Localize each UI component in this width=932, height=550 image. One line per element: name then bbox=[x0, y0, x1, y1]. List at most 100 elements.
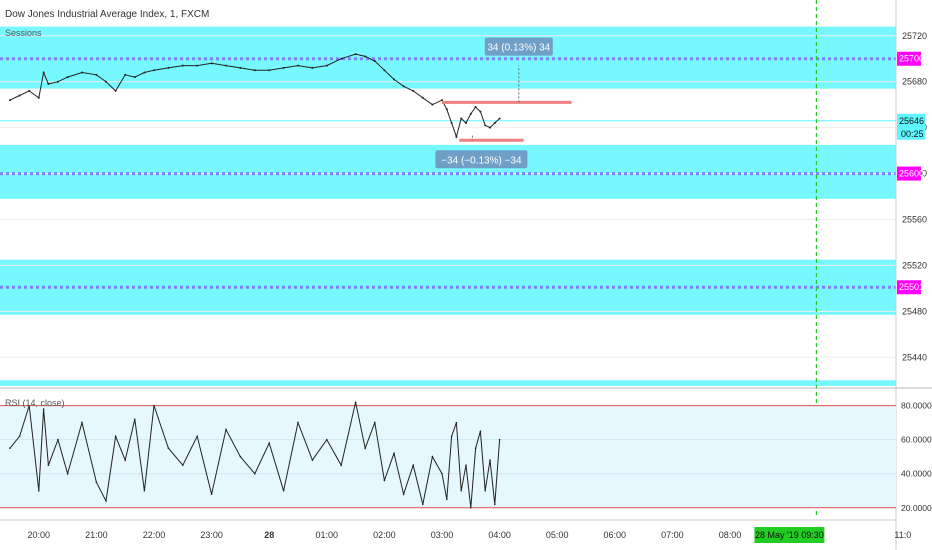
price-point bbox=[354, 53, 357, 56]
price-point bbox=[143, 71, 146, 74]
rsi-point bbox=[494, 503, 496, 506]
price-point bbox=[66, 76, 69, 79]
date-marker-label: 28 May '19 09:30 bbox=[755, 530, 824, 540]
rsi-point bbox=[450, 435, 453, 438]
rsi-point bbox=[134, 418, 136, 421]
price-point bbox=[431, 103, 434, 106]
rsi-point bbox=[460, 489, 463, 492]
price-point bbox=[210, 62, 213, 65]
rsi-point bbox=[479, 430, 482, 432]
rsi-point bbox=[297, 421, 299, 424]
price-point bbox=[441, 99, 443, 102]
price-point bbox=[114, 89, 117, 92]
price-point bbox=[421, 96, 424, 99]
price-point bbox=[325, 64, 328, 67]
rsi-point bbox=[431, 455, 434, 458]
price-point bbox=[124, 73, 127, 76]
time-axis[interactable]: 20:00 21:00 22:00 23:00 28 01:00 02:00 03:00 04:… bbox=[0, 519, 911, 543]
price-point bbox=[364, 55, 367, 58]
rsi-point bbox=[143, 489, 146, 492]
rsi-point bbox=[28, 404, 31, 407]
measure-label-down-bg bbox=[435, 150, 528, 169]
rsi-point bbox=[326, 438, 328, 441]
price-point bbox=[412, 89, 415, 92]
time-tick-label: 23:00 bbox=[200, 530, 223, 540]
rsi-point bbox=[489, 459, 491, 461]
main-grid bbox=[0, 35, 896, 358]
rsi-point bbox=[182, 464, 184, 467]
price-tick-label: 25480 bbox=[902, 306, 927, 316]
time-tick-label: 06:00 bbox=[604, 530, 627, 540]
price-point bbox=[9, 99, 11, 102]
price-point bbox=[340, 57, 343, 60]
price-point bbox=[484, 124, 487, 127]
rsi-point bbox=[498, 438, 501, 441]
rsi-tick-label: 20.0000 bbox=[901, 503, 932, 513]
price-point bbox=[393, 78, 395, 81]
rsi-point bbox=[354, 401, 357, 404]
rsi-point bbox=[455, 421, 458, 424]
time-tick-label: 05:00 bbox=[546, 530, 569, 540]
rsi-point bbox=[153, 404, 155, 407]
price-point bbox=[489, 126, 491, 129]
rsi-point bbox=[282, 489, 285, 492]
rsi-point bbox=[225, 428, 227, 431]
rsi-point bbox=[402, 493, 405, 495]
rsi-point bbox=[393, 452, 395, 455]
rsi-point bbox=[465, 464, 467, 467]
rsi-point bbox=[18, 435, 21, 438]
rsi-point bbox=[42, 408, 45, 410]
rsi-point bbox=[57, 438, 59, 441]
price-point bbox=[37, 96, 40, 99]
level-price-tag: 25501 bbox=[899, 282, 924, 292]
session-zone bbox=[0, 380, 896, 386]
countdown-tag: 00:25 bbox=[901, 129, 924, 139]
time-tick-label: 28 bbox=[264, 530, 274, 540]
rsi-point bbox=[484, 489, 487, 492]
price-point bbox=[373, 60, 376, 63]
rsi-tick-label: 40.0000 bbox=[901, 469, 932, 479]
price-point bbox=[196, 64, 199, 67]
level-price-tag-bg bbox=[897, 280, 921, 295]
rsi-point bbox=[95, 481, 98, 484]
price-point bbox=[239, 66, 242, 69]
rsi-tick-label: 80.0000 bbox=[901, 401, 932, 411]
price-series[interactable] bbox=[9, 53, 501, 139]
level-lines bbox=[0, 0, 896, 518]
rsi-point bbox=[167, 447, 170, 449]
price-point bbox=[28, 89, 31, 92]
price-point bbox=[402, 85, 405, 88]
rsi-point bbox=[124, 459, 126, 461]
time-tick-label: 22:00 bbox=[143, 530, 166, 540]
rsi-point bbox=[374, 421, 376, 424]
level-price-tag: 25600 bbox=[899, 169, 924, 179]
price-point bbox=[445, 108, 448, 111]
price-point bbox=[268, 69, 271, 72]
price-point bbox=[153, 69, 155, 72]
time-tick-label: 04:00 bbox=[488, 530, 511, 540]
rsi-band-fill bbox=[0, 405, 896, 508]
price-point bbox=[225, 64, 227, 67]
price-point bbox=[47, 83, 50, 86]
price-point bbox=[465, 122, 467, 125]
time-tick-label: 07:00 bbox=[661, 530, 684, 540]
price-tick-label: 25720 bbox=[902, 31, 927, 41]
rsi-point bbox=[114, 435, 117, 438]
price-point bbox=[57, 80, 59, 83]
price-axis[interactable]: 2572025680256402560025560255202548025440… bbox=[895, 0, 927, 550]
price-point bbox=[81, 71, 83, 74]
time-tick-label: 03:00 bbox=[431, 530, 454, 540]
rsi-pane[interactable]: RSI (14, close) 80.0000 60.0000 40.0000 20.0… bbox=[0, 387, 932, 513]
rsi-point bbox=[446, 498, 448, 501]
rsi-point bbox=[383, 479, 386, 482]
sessions-indicator-label[interactable]: Sessions bbox=[5, 28, 42, 38]
level-price-tag: 25700 bbox=[899, 54, 924, 64]
price-point bbox=[181, 64, 184, 67]
price-point bbox=[455, 135, 458, 138]
price-point bbox=[493, 122, 496, 125]
last-price-tag: 25646 bbox=[899, 116, 924, 126]
price-point bbox=[450, 122, 453, 125]
rsi-point bbox=[47, 464, 50, 467]
price-point bbox=[167, 66, 170, 69]
